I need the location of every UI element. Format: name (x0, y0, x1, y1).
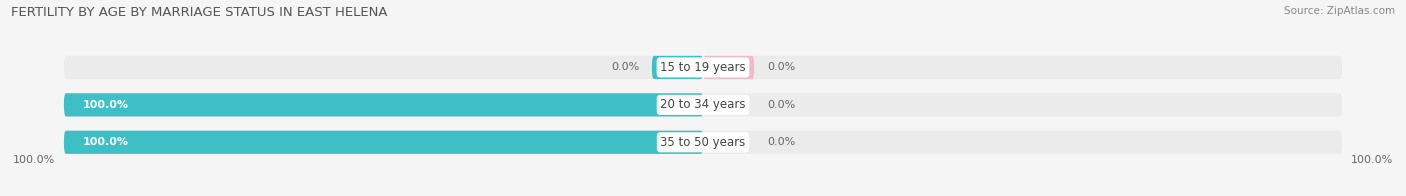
Text: 0.0%: 0.0% (610, 63, 640, 73)
FancyBboxPatch shape (63, 56, 1343, 79)
Text: 0.0%: 0.0% (766, 100, 796, 110)
FancyBboxPatch shape (652, 56, 703, 79)
Text: 100.0%: 100.0% (13, 155, 55, 165)
FancyBboxPatch shape (703, 56, 754, 79)
FancyBboxPatch shape (63, 93, 703, 116)
Text: 0.0%: 0.0% (766, 63, 796, 73)
FancyBboxPatch shape (63, 131, 1343, 154)
Text: 15 to 19 years: 15 to 19 years (661, 61, 745, 74)
Text: 35 to 50 years: 35 to 50 years (661, 136, 745, 149)
Text: 0.0%: 0.0% (766, 137, 796, 147)
Text: 100.0%: 100.0% (1351, 155, 1393, 165)
Text: Source: ZipAtlas.com: Source: ZipAtlas.com (1284, 6, 1395, 16)
Text: 20 to 34 years: 20 to 34 years (661, 98, 745, 111)
FancyBboxPatch shape (63, 131, 703, 154)
Text: FERTILITY BY AGE BY MARRIAGE STATUS IN EAST HELENA: FERTILITY BY AGE BY MARRIAGE STATUS IN E… (11, 6, 388, 19)
Text: 100.0%: 100.0% (83, 137, 129, 147)
Text: 100.0%: 100.0% (83, 100, 129, 110)
FancyBboxPatch shape (63, 93, 1343, 116)
